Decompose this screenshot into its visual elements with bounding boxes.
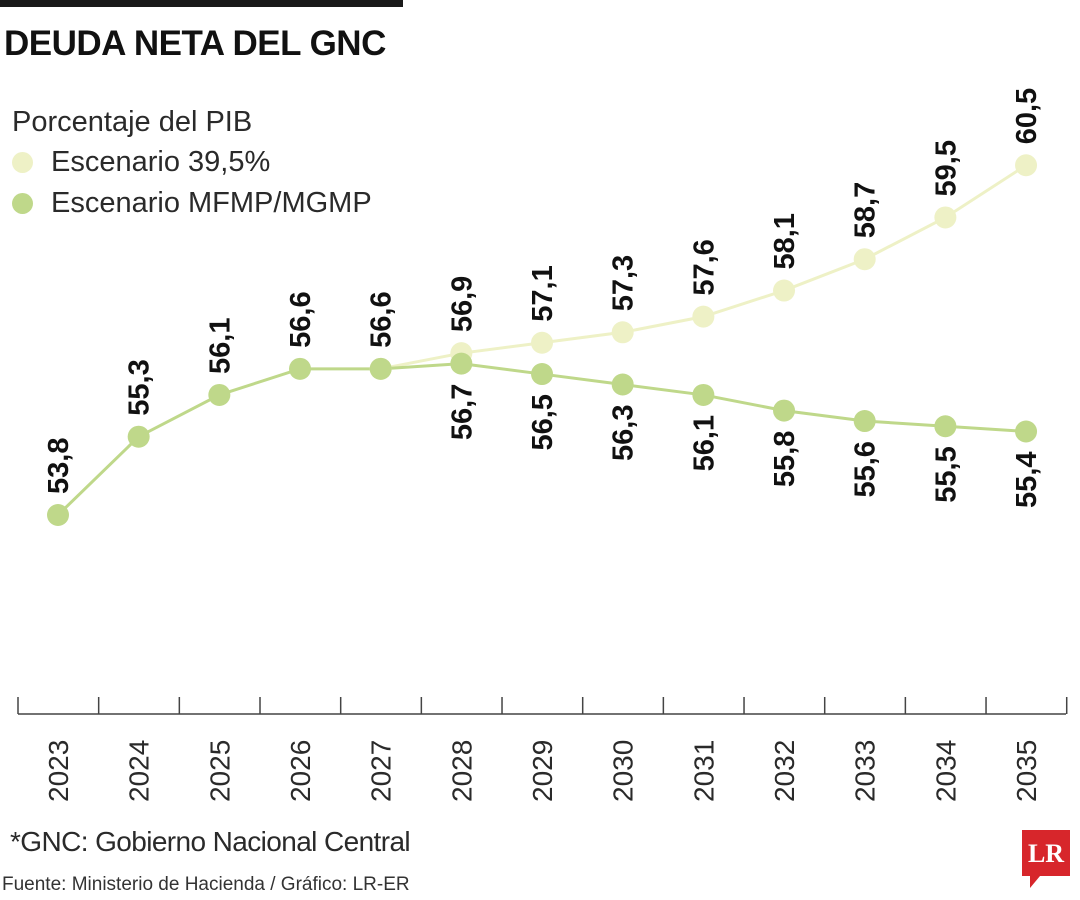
- data-label-escenario-395: 57,1: [527, 265, 559, 321]
- data-label-escenario-395: 57,6: [688, 239, 720, 295]
- top-rule: [0, 0, 403, 7]
- series-points: [47, 154, 1038, 526]
- escenario-mfmp-point: [1015, 420, 1038, 443]
- data-label-escenario-mfmp: 56,6: [285, 291, 317, 347]
- data-label-escenario-mfmp: 56,3: [608, 405, 640, 461]
- escenario-395-point: [1015, 154, 1038, 177]
- data-label-escenario-mfmp: 55,5: [930, 446, 962, 502]
- legend-swatch-escenario-mfmp: [12, 192, 33, 214]
- data-label-escenario-mfmp: 56,5: [527, 394, 559, 450]
- legend-item-escenario-mfmp: Escenario MFMP/MGMP: [12, 186, 372, 220]
- escenario-mfmp-point: [611, 373, 634, 396]
- x-tick-label: 2032: [769, 740, 800, 802]
- data-label-escenario-395: 58,7: [850, 182, 882, 238]
- escenario-mfmp-point: [289, 357, 312, 380]
- escenario-mfmp-point: [369, 357, 392, 380]
- x-tick-label: 2026: [285, 740, 316, 802]
- source-credit: Fuente: Ministerio de Hacienda / Gráfico…: [2, 874, 410, 895]
- escenario-mfmp-point: [773, 399, 796, 422]
- legend-item-escenario-395: Escenario 39,5%: [12, 145, 270, 179]
- x-tick-label: 2031: [688, 740, 719, 802]
- x-tick-label: 2033: [850, 740, 881, 802]
- data-label-escenario-395: 59,5: [930, 140, 962, 196]
- legend-swatch-escenario-395: [12, 151, 33, 173]
- chart-title: DEUDA NETA DEL GNC: [4, 24, 386, 63]
- x-tick-label: 2027: [366, 740, 397, 802]
- data-label-escenario-mfmp: 55,4: [1011, 451, 1043, 507]
- escenario-mfmp-point: [127, 425, 150, 448]
- data-label-escenario-395: 57,3: [608, 255, 640, 311]
- data-label-escenario-mfmp: 55,3: [124, 359, 156, 415]
- data-label-escenario-mfmp: 56,1: [204, 317, 236, 373]
- data-labels: 56,9 57,1 57,3 57,6 58,1 58,7 59,5 60,5 53,8 55,3…: [43, 88, 1043, 508]
- escenario-mfmp-point: [692, 383, 715, 406]
- legend-label-escenario-mfmp: Escenario MFMP/MGMP: [51, 186, 372, 219]
- data-label-escenario-mfmp: 53,8: [43, 438, 75, 494]
- x-tick-label: 2030: [608, 740, 639, 802]
- data-label-escenario-mfmp: 56,7: [446, 384, 478, 440]
- x-tick-label: 2029: [527, 740, 558, 802]
- escenario-395-point: [611, 321, 634, 344]
- data-label-escenario-395: 58,1: [769, 213, 801, 269]
- escenario-mfmp-point: [853, 410, 876, 433]
- x-axis: 2023 2024 2025 2026 2027 2028 2029 2030 2031 2032…: [17, 697, 1068, 802]
- escenario-mfmp-point: [531, 363, 554, 386]
- data-label-escenario-mfmp: 55,6: [850, 441, 882, 497]
- x-tick-label: 2023: [43, 740, 74, 802]
- escenario-mfmp-point: [450, 352, 473, 375]
- escenario-mfmp-point: [208, 383, 231, 406]
- escenario-395-point: [773, 279, 796, 302]
- x-tick-label: 2028: [446, 740, 477, 802]
- lr-logo: LR: [1022, 830, 1070, 888]
- data-label-escenario-395: 60,5: [1011, 88, 1043, 144]
- chart-subtitle: Porcentaje del PIB: [12, 106, 253, 138]
- x-tick-label: 2024: [124, 740, 155, 802]
- escenario-395-point: [531, 331, 554, 354]
- footnote: *GNC: Gobierno Nacional Central: [10, 826, 411, 857]
- data-label-escenario-mfmp: 55,8: [769, 431, 801, 487]
- escenario-395-point: [692, 305, 715, 328]
- data-label-escenario-mfmp: 56,1: [688, 415, 720, 471]
- legend-label-escenario-395: Escenario 39,5%: [51, 145, 271, 178]
- escenario-mfmp-point: [934, 415, 957, 438]
- data-label-escenario-395: 56,9: [446, 276, 478, 332]
- escenario-395-point: [853, 248, 876, 271]
- x-tick-label: 2034: [930, 740, 961, 802]
- lr-logo-text: LR: [1028, 839, 1064, 868]
- data-label-escenario-mfmp: 56,6: [366, 291, 398, 347]
- x-tick-label: 2025: [204, 740, 235, 802]
- escenario-mfmp-point: [47, 504, 69, 526]
- escenario-395-point: [934, 206, 957, 229]
- x-tick-label: 2035: [1011, 740, 1042, 802]
